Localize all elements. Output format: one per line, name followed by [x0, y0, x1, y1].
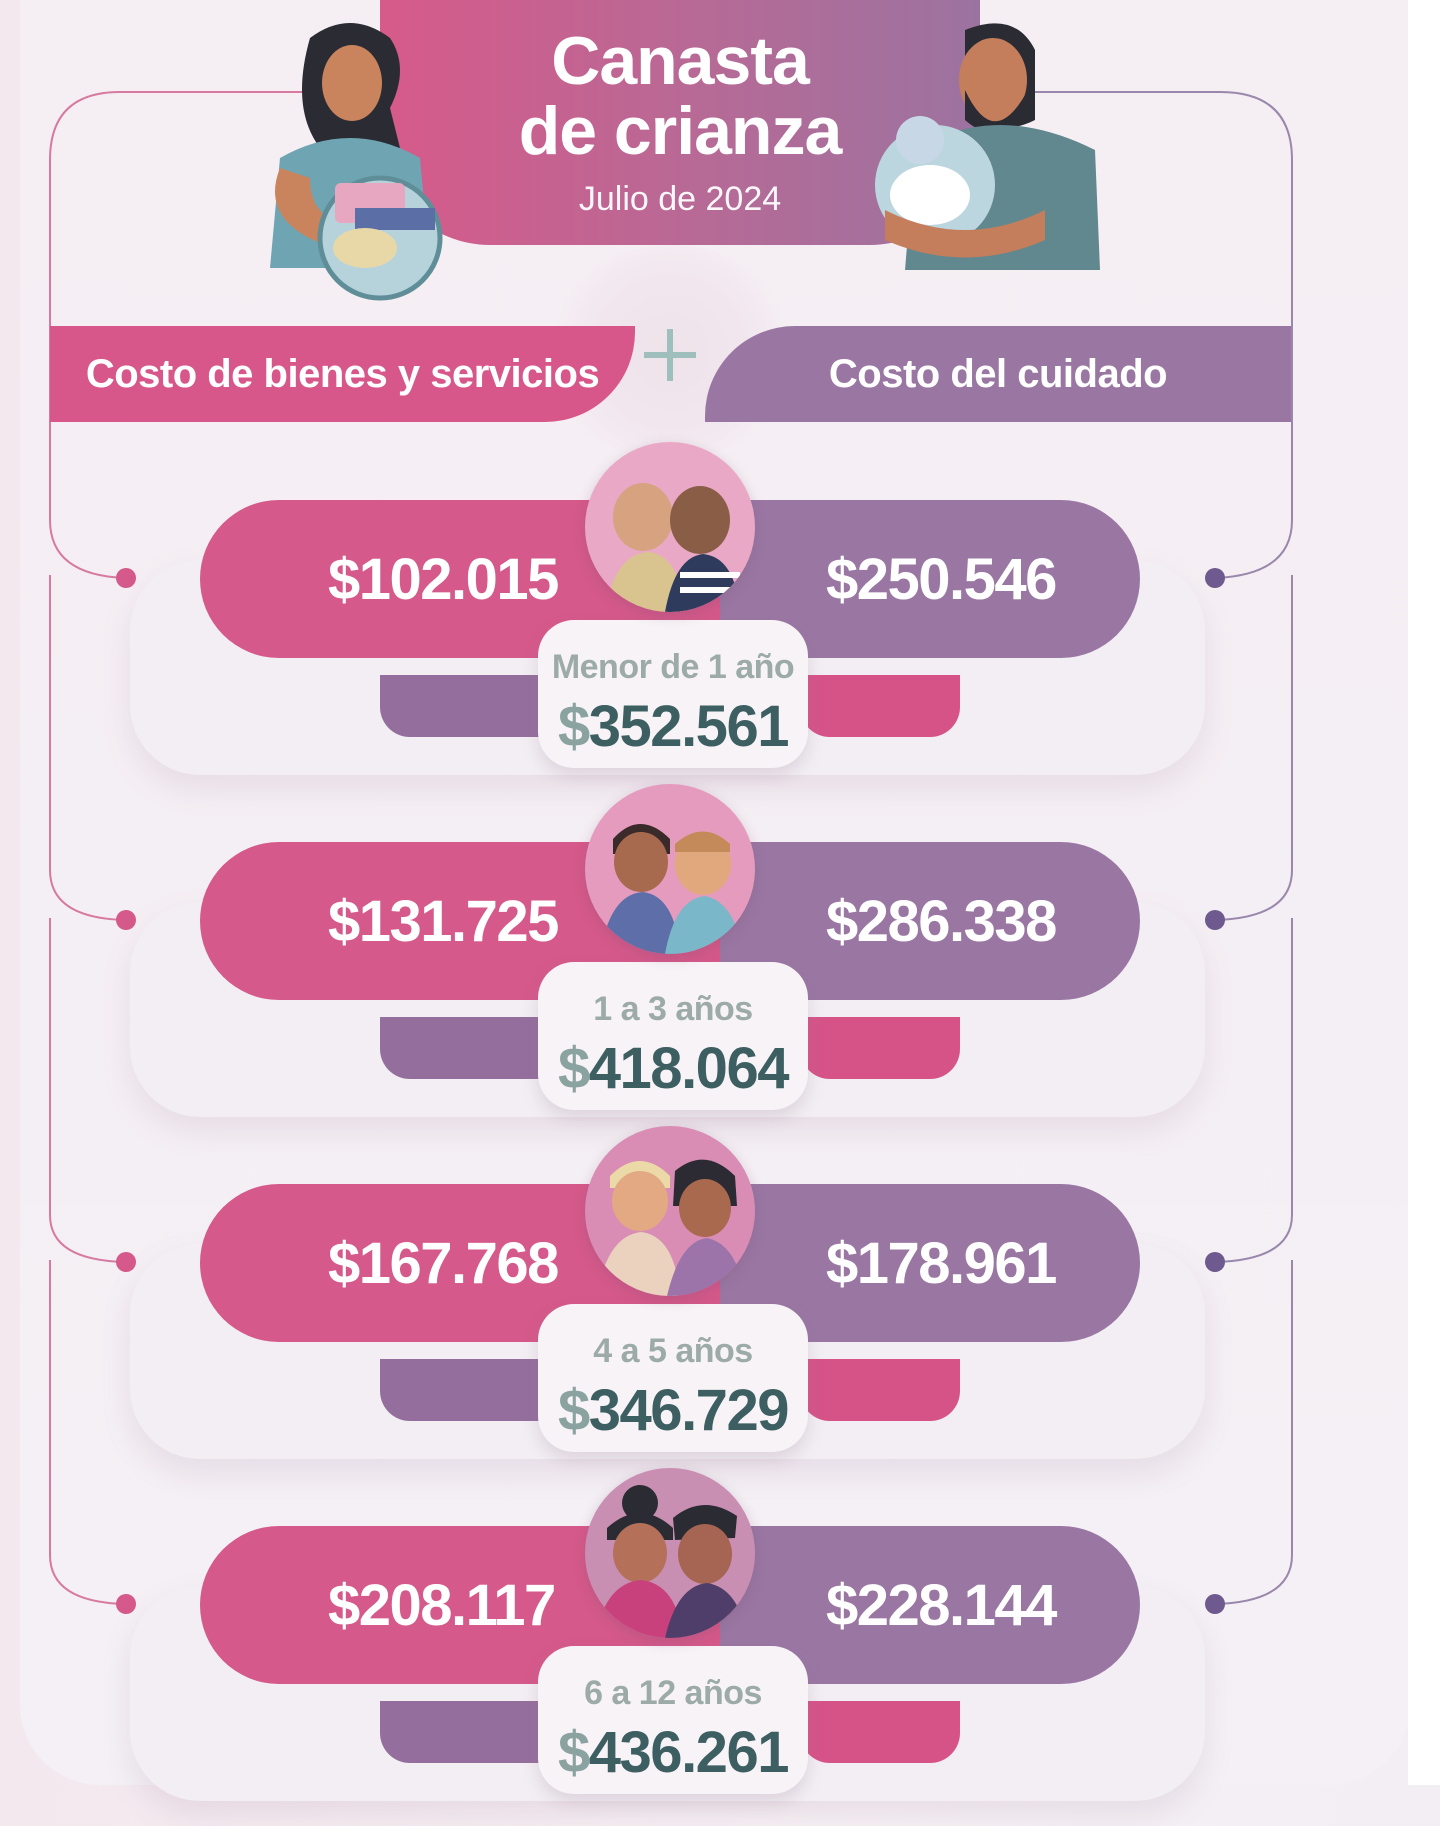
children-icon	[585, 1468, 755, 1638]
connector-lines	[49, 91, 1293, 1614]
decor-tab	[800, 675, 960, 737]
age-row-under-1: $102.015 $250.546 Menor de 1 año $352.56…	[0, 442, 1440, 800]
decor-tab	[800, 1017, 960, 1079]
connector-right-top	[1000, 91, 1293, 579]
connector-dot	[1205, 1594, 1225, 1614]
age-row-6-12: $208.117 $228.144 6 a 12 años $436.261	[0, 1468, 1440, 1826]
age-label: 1 a 3 años	[593, 990, 753, 1028]
age-label: Menor de 1 año	[551, 648, 795, 686]
age-label: 4 a 5 años	[593, 1332, 753, 1370]
decor-tab	[800, 1701, 960, 1763]
mother-with-basket-icon	[270, 23, 443, 301]
total-card: 1 a 3 años $418.064	[538, 962, 808, 1110]
age-row-4-5: $167.768 $178.961 4 a 5 años $346.729	[0, 1126, 1440, 1484]
total-card: Menor de 1 año $352.561	[538, 620, 808, 768]
age-row-1-3: $131.725 $286.338 1 a 3 años $418.064	[0, 784, 1440, 1142]
page-title-line2: de crianza	[518, 93, 843, 169]
connector-left-3	[49, 918, 126, 1263]
connector-right-3	[1214, 918, 1293, 1263]
page-subtitle: Julio de 2024	[578, 180, 782, 218]
preschoolers-icon	[585, 1126, 755, 1296]
connector-right-4	[1214, 1260, 1293, 1605]
connector-left-4	[49, 1260, 126, 1605]
connector-dot	[116, 910, 136, 930]
father-with-baby-icon	[875, 23, 1100, 270]
total-value: $418.064	[558, 1036, 789, 1101]
age-label: 6 a 12 años	[584, 1674, 762, 1712]
total-value: $436.261	[558, 1720, 789, 1785]
babies-icon	[585, 442, 755, 612]
connector-dot	[1205, 910, 1225, 930]
connector-dot	[116, 1594, 136, 1614]
connector-dot	[1205, 568, 1225, 588]
decor-tab	[800, 1359, 960, 1421]
goods-services-header: Costo de bienes y servicios	[50, 326, 635, 422]
connector-dot	[116, 1252, 136, 1272]
page-margin	[1408, 0, 1440, 1785]
total-value: $346.729	[558, 1378, 789, 1443]
connector-left-2	[49, 575, 126, 921]
care-cost-header: Costo del cuidado	[705, 326, 1291, 422]
connector-dot	[1205, 1252, 1225, 1272]
connector-right-2	[1214, 575, 1293, 921]
total-card: 4 a 5 años $346.729	[538, 1304, 808, 1452]
toddlers-icon	[585, 784, 755, 954]
page-title: Canasta	[551, 23, 810, 99]
connector-dot	[116, 568, 136, 588]
plus-icon	[644, 329, 696, 381]
connector-left-top	[49, 91, 430, 579]
total-value: $352.561	[558, 694, 789, 759]
total-card: 6 a 12 años $436.261	[538, 1646, 808, 1794]
